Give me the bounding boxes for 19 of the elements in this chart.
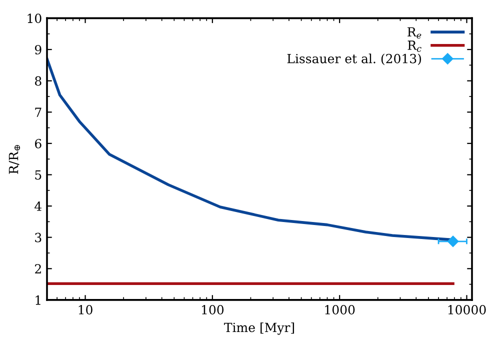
x-axis-title: Time [Myr] (224, 322, 294, 335)
y-tick-label: 7 (35, 108, 42, 117)
y-tick-label: 1 (36, 295, 40, 305)
y-axis-title: R/R$_{⊕}$ (8, 144, 20, 174)
y-tick-label: 2 (35, 264, 41, 274)
x-tick-label: 10 (78, 305, 92, 314)
legend-label: R$_{c}$ (408, 40, 422, 52)
y-tick-label: 6 (35, 138, 42, 148)
legend-label: Lissauer et al. (2013) (287, 54, 422, 66)
y-tick-label: 4 (34, 202, 42, 211)
y-tick-label: 10 (28, 14, 42, 24)
y-tick-label: 5 (35, 170, 42, 180)
x-tick-label: 10000 (448, 305, 486, 314)
x-tick-label: 1000 (325, 305, 355, 314)
x-tick-label: 100 (202, 305, 224, 314)
y-tick-label: 3 (35, 232, 42, 242)
y-tick-label: 8 (35, 76, 42, 86)
legend-label: R$_{e}$ (408, 27, 422, 39)
y-tick-label: 9 (34, 44, 42, 54)
